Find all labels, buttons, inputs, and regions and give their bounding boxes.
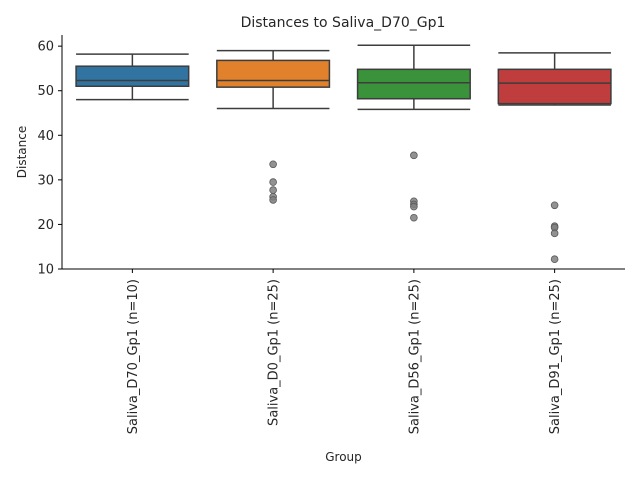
outlier-point bbox=[550, 229, 559, 238]
y-tick-label: 40 bbox=[37, 129, 54, 144]
box-body bbox=[497, 68, 612, 105]
x-tick-label: Saliva_D0_Gp1 (n=25) bbox=[267, 279, 282, 426]
outlier-point bbox=[269, 186, 277, 194]
x-axis-ticks: Saliva_D70_Gp1 (n=10) Saliva_D0_Gp1 (n=25… bbox=[126, 269, 563, 434]
x-tick-label: Saliva_D56_Gp1 (n=25) bbox=[407, 279, 422, 434]
plot-area bbox=[75, 44, 612, 263]
box-body bbox=[216, 59, 331, 88]
box-group bbox=[497, 52, 612, 263]
box-group bbox=[216, 49, 331, 204]
box-group bbox=[75, 53, 190, 101]
outlier-point bbox=[269, 196, 277, 204]
box-group bbox=[356, 44, 471, 222]
outlier-point bbox=[550, 201, 559, 210]
outlier-point bbox=[410, 202, 418, 211]
y-axis-ticks: 10 20 30 40 50 60 bbox=[37, 40, 62, 278]
y-tick-label: 10 bbox=[37, 263, 54, 278]
outlier-point bbox=[550, 255, 559, 263]
x-axis-title: Group bbox=[325, 450, 362, 464]
y-tick-label: 50 bbox=[37, 84, 54, 99]
outlier-point bbox=[410, 151, 418, 160]
y-tick-label: 60 bbox=[37, 40, 54, 55]
outlier-point bbox=[269, 178, 277, 186]
box-body bbox=[75, 65, 190, 88]
y-axis-title: Distance bbox=[15, 126, 29, 178]
box-body bbox=[356, 68, 471, 100]
chart-title: Distances to Saliva_D70_Gp1 bbox=[241, 15, 446, 31]
outlier-point bbox=[269, 160, 277, 169]
outlier-point bbox=[410, 213, 418, 222]
x-tick-label: Saliva_D70_Gp1 (n=10) bbox=[126, 279, 141, 434]
y-tick-label: 30 bbox=[37, 173, 54, 188]
x-tick-label: Saliva_D91_Gp1 (n=25) bbox=[548, 279, 563, 434]
y-tick-label: 20 bbox=[37, 218, 54, 233]
